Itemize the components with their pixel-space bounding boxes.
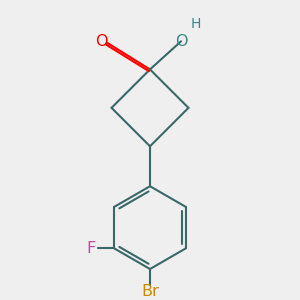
Text: O: O (175, 34, 187, 49)
Text: Br: Br (141, 284, 159, 299)
Text: H: H (191, 16, 201, 31)
Text: O: O (95, 34, 108, 49)
Text: F: F (87, 241, 96, 256)
